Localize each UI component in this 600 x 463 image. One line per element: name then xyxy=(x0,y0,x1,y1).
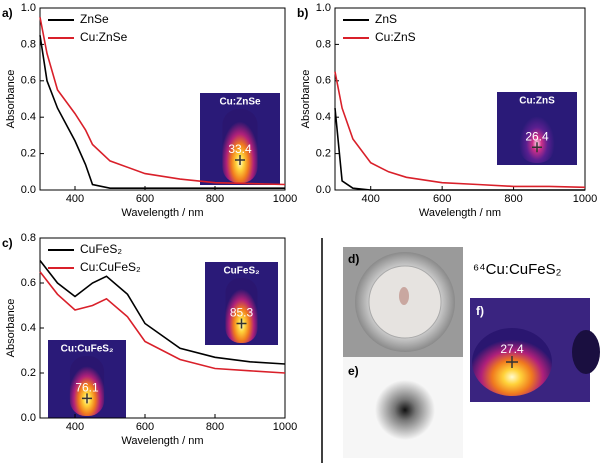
legend-label: Cu:CuFeS₂ xyxy=(80,260,141,274)
x-tick-label: 400 xyxy=(362,193,380,205)
series-line xyxy=(39,260,286,365)
y-tick-label: 0.0 xyxy=(316,184,331,196)
temperature: 33.4 xyxy=(228,142,252,156)
y-axis-label: Absorbance xyxy=(5,70,17,129)
panel-label: c) xyxy=(2,236,13,250)
inset-label: Cu:ZnS xyxy=(519,96,555,107)
panel-label: d) xyxy=(348,252,359,266)
y-tick-label: 0.6 xyxy=(316,75,331,87)
y-tick-label: 0.4 xyxy=(21,322,36,334)
y-axis-label: Absorbance xyxy=(300,70,312,129)
x-axis-label: Wavelength / nm xyxy=(419,207,501,219)
y-tick-label: 0.4 xyxy=(21,111,36,123)
series-line xyxy=(334,108,585,191)
inset-label: CuFeS₂ xyxy=(223,266,259,277)
legend-label: Cu:ZnSe xyxy=(80,30,128,44)
crosshair xyxy=(82,393,92,404)
photo-f xyxy=(470,298,600,402)
y-tick-label: 0.2 xyxy=(21,367,36,379)
thermal-spot xyxy=(69,356,105,416)
crosshair xyxy=(235,155,245,166)
legend-label: ZnS xyxy=(375,12,397,26)
x-tick-label: 800 xyxy=(504,193,522,205)
x-tick-label: 600 xyxy=(136,421,154,433)
y-tick-label: 0.0 xyxy=(21,184,36,196)
plot-frame xyxy=(39,7,286,191)
series-line xyxy=(39,271,286,374)
panel-label: f) xyxy=(476,304,484,318)
y-tick-label: 0.8 xyxy=(21,38,36,50)
y-tick-label: 0.6 xyxy=(21,277,36,289)
x-tick-label: 400 xyxy=(66,193,84,205)
y-tick-label: 0.6 xyxy=(21,75,36,87)
panel-label: b) xyxy=(297,6,308,20)
x-axis-label: Wavelength / nm xyxy=(121,207,203,219)
thermal-spot xyxy=(519,108,555,163)
thermal-spot xyxy=(222,109,258,183)
y-tick-label: 0.8 xyxy=(21,232,36,244)
x-tick-label: 1000 xyxy=(273,193,297,205)
temperature: 26.4 xyxy=(525,129,549,143)
y-tick-label: 0.2 xyxy=(21,148,36,160)
crosshair xyxy=(236,318,247,329)
y-tick-label: 1.0 xyxy=(316,2,331,14)
temperature: 76.1 xyxy=(75,381,99,395)
y-tick-label: 1.0 xyxy=(21,2,36,14)
y-axis-label: Absorbance xyxy=(5,299,17,358)
inset-label: Cu:ZnSe xyxy=(219,97,261,108)
y-tick-label: 0.8 xyxy=(316,38,331,50)
y-tick-label: 0.0 xyxy=(21,412,36,424)
temperature: 27.4 xyxy=(500,342,524,356)
thermal-spot xyxy=(225,278,258,343)
x-tick-label: 800 xyxy=(206,421,224,433)
series-line xyxy=(39,16,286,186)
series-line xyxy=(334,71,586,189)
x-axis-label: Wavelength / nm xyxy=(121,435,203,447)
x-tick-label: 1000 xyxy=(573,193,597,205)
photo-d xyxy=(343,247,463,357)
photo-e xyxy=(343,357,463,458)
panel-label: a) xyxy=(2,6,13,20)
photo-title: ⁶⁴Cu:CuFeS₂ xyxy=(473,261,562,278)
legend-label: CuFeS₂ xyxy=(80,242,122,256)
legend-label: Cu:ZnS xyxy=(375,30,416,44)
y-tick-label: 0.4 xyxy=(316,111,331,123)
panel-label: e) xyxy=(348,364,359,378)
x-tick-label: 600 xyxy=(433,193,451,205)
crosshair xyxy=(532,142,542,153)
x-tick-label: 1000 xyxy=(273,421,297,433)
series-line xyxy=(39,35,285,189)
crosshair xyxy=(506,356,518,368)
temperature: 85.3 xyxy=(230,306,254,320)
legend-label: ZnSe xyxy=(80,12,109,26)
x-tick-label: 400 xyxy=(66,421,84,433)
inset-label: Cu:CuFeS₂ xyxy=(61,344,114,355)
y-tick-label: 0.2 xyxy=(316,148,331,160)
x-tick-label: 800 xyxy=(206,193,224,205)
x-tick-label: 600 xyxy=(136,193,154,205)
